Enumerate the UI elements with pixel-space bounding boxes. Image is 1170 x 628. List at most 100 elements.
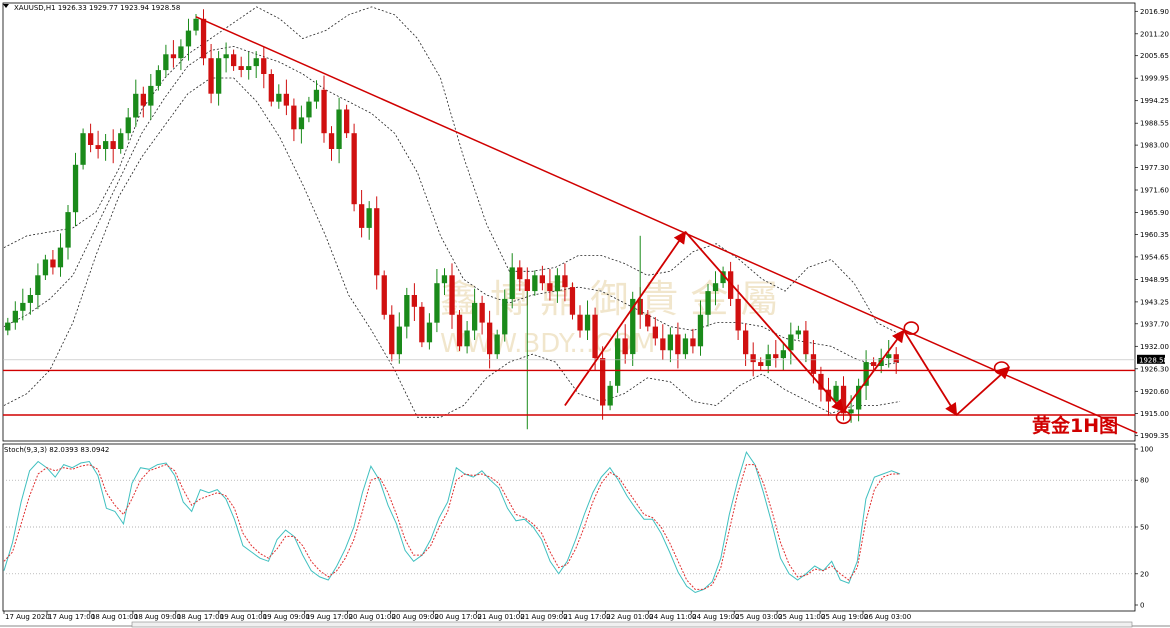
candle-body	[12, 310, 18, 323]
time-tick-label: 17 Aug 2020	[5, 613, 50, 621]
candle-body	[95, 145, 101, 149]
candle-body	[359, 204, 365, 228]
pane-collapse-icon[interactable]	[3, 4, 9, 8]
candle-body	[178, 46, 184, 59]
stoch-tick-label: 80	[1140, 477, 1149, 485]
candle-body	[494, 334, 500, 355]
time-tick-label: 21 Aug 01:00	[478, 613, 525, 621]
candle-body	[35, 275, 41, 295]
watermark-chinese: 鑫 博 鼎 御 貴 金 屬	[440, 277, 778, 321]
price-tick-label: 1988.55	[1140, 120, 1169, 128]
candle-body	[351, 133, 357, 205]
candle-body	[441, 275, 448, 284]
candle-body	[464, 330, 470, 347]
trendline-group	[195, 16, 1138, 434]
candle-body	[517, 267, 523, 280]
candle-body	[833, 385, 839, 402]
candle-body	[381, 275, 387, 315]
price-tick-label: 1994.25	[1140, 97, 1169, 105]
candle-body	[298, 117, 305, 130]
time-tick-label: 24 Aug 19:00	[692, 613, 739, 621]
candle-body	[313, 89, 320, 102]
candle-body	[419, 306, 425, 343]
highlight-circle	[835, 410, 852, 425]
candle-body	[185, 30, 192, 47]
candle-body	[697, 314, 704, 347]
time-tick-label: 18 Aug 01:00	[91, 613, 138, 621]
candle-body	[848, 409, 854, 414]
time-tick-label: 20 Aug 01:00	[349, 613, 396, 621]
time-tick-label: 20 Aug 17:00	[435, 613, 482, 621]
candle-body	[584, 314, 591, 331]
candle-body	[893, 354, 899, 363]
projection-arrow	[564, 230, 687, 407]
price-tick-label: 1965.90	[1140, 209, 1169, 217]
candle-body	[569, 287, 576, 315]
candle-body	[50, 259, 56, 268]
price-tick-label: 1954.65	[1140, 253, 1169, 261]
stoch-tick-label: 0	[1140, 602, 1144, 610]
band-middle	[3, 45, 901, 367]
candle-body	[216, 58, 222, 94]
main-pane-border	[2, 2, 1136, 442]
candle-body	[103, 141, 109, 149]
candle-body	[607, 385, 613, 406]
candle-body	[863, 362, 869, 386]
candle-body	[524, 279, 530, 291]
candle-body	[155, 70, 161, 86]
candle-body	[223, 54, 229, 59]
time-tick-label: 17 Aug 17:00	[48, 613, 95, 621]
candle-body	[675, 334, 681, 355]
candle-body	[735, 298, 741, 331]
scrollbar-thumb[interactable]	[131, 621, 1133, 628]
candle-body	[118, 133, 124, 149]
candle-body	[871, 362, 877, 366]
candle-body	[502, 298, 508, 335]
candle-body	[728, 271, 734, 299]
price-tick-label: 1983.00	[1140, 142, 1169, 150]
price-axis: 2016.90 2011.20 2005.65 1999.95 1994.25 1988.…	[1135, 8, 1169, 440]
candle-body	[125, 117, 131, 134]
candle-body	[276, 93, 282, 102]
candle-body	[743, 330, 749, 355]
price-tick-label: 1960.35	[1140, 231, 1169, 239]
projection-arrow	[903, 330, 958, 417]
band-lower	[3, 77, 901, 418]
highlight-circle	[903, 321, 920, 335]
candle-body	[5, 322, 11, 331]
candle-body	[788, 334, 794, 351]
candle-body	[818, 373, 824, 390]
chart-annotation: 黄金1H图	[1032, 414, 1118, 437]
candle-body	[720, 271, 726, 284]
projection-arrow	[684, 231, 845, 413]
candle-body	[712, 283, 719, 292]
main-pane-header: XAUUSD,H1 1926.33 1929.77 1923.94 1928.5…	[14, 4, 180, 12]
price-tick-label: 1926.30	[1140, 365, 1169, 373]
candle-body	[283, 93, 289, 106]
candle-body	[42, 259, 49, 276]
time-tick-label: 18 Aug 09:00	[134, 613, 181, 621]
time-tick-label: 22 Aug 01:00	[606, 613, 653, 621]
candle-body	[615, 338, 621, 386]
candle-body	[208, 58, 214, 94]
candle-body	[374, 208, 380, 276]
price-tick-label: 1948.95	[1140, 276, 1169, 284]
candle-body	[547, 283, 553, 292]
candle-body	[487, 322, 493, 355]
candle-body	[291, 105, 297, 130]
price-tick-label: 1999.95	[1140, 75, 1169, 83]
candle-body	[344, 109, 350, 134]
price-tick-label: 1977.30	[1140, 164, 1169, 172]
candle-body	[795, 330, 801, 335]
candle-body	[886, 354, 892, 359]
candle-body	[758, 362, 764, 366]
candle-body	[810, 354, 817, 374]
time-tick-label: 19 Aug 09:00	[263, 613, 310, 621]
price-tick-label: 1932.00	[1140, 343, 1169, 351]
projection-arrow	[955, 366, 1011, 416]
candle-body	[600, 358, 606, 406]
last-price-box	[1137, 354, 1165, 364]
time-tick-label: 21 Aug 09:00	[520, 613, 567, 621]
time-tick-label: 24 Aug 11:00	[649, 613, 696, 621]
